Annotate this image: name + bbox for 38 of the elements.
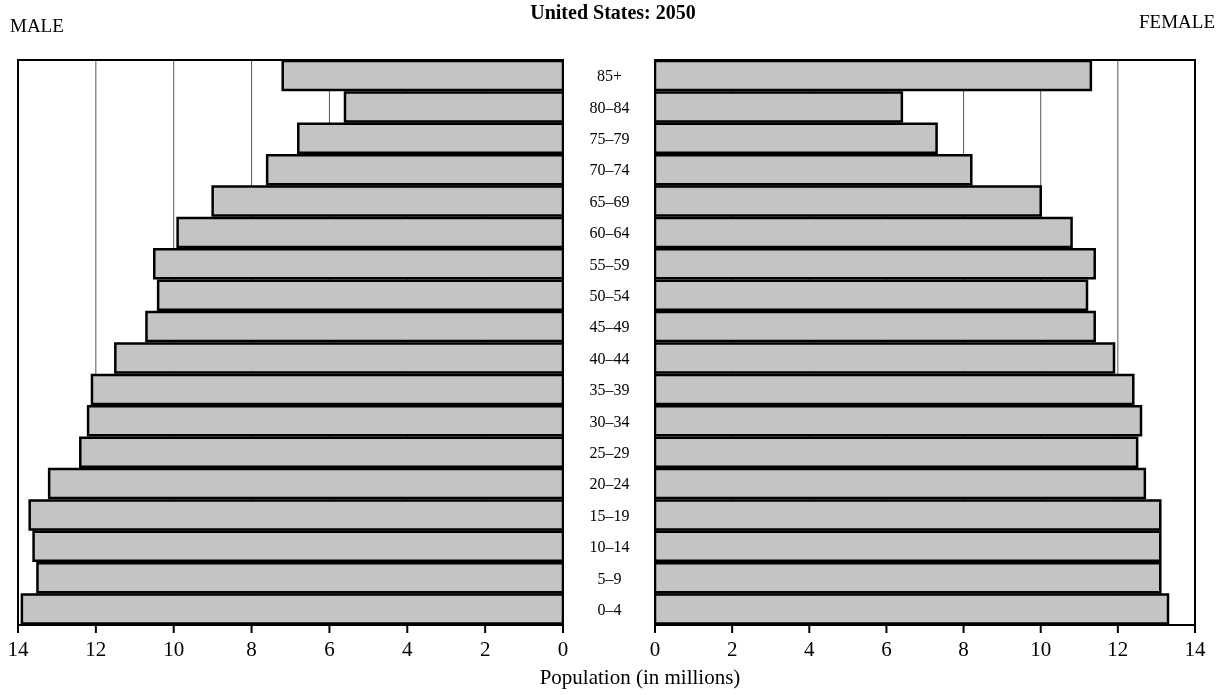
y-tick-label: 40–44	[589, 349, 630, 367]
text: United States: 2050	[530, 1, 696, 23]
x-tick-label: 12	[1107, 636, 1129, 661]
x-tick-label: 8	[246, 636, 257, 661]
y-tick-label: 20–24	[589, 475, 630, 493]
x-tick-label: 4	[804, 636, 816, 661]
y-tick-label: 45–49	[589, 318, 630, 336]
y-tick-label: 75–79	[589, 130, 630, 148]
x-axis-title: Population (in millions)	[538, 664, 742, 690]
x-tick-label: 14	[7, 636, 29, 661]
x-tick-label: 14	[1184, 636, 1206, 661]
x-tick-label: 8	[958, 636, 969, 661]
y-tick-label: 85+	[596, 67, 623, 85]
text: FEMALE	[1139, 10, 1215, 34]
y-tick-label: 55–59	[589, 255, 630, 273]
x-tick-label: 2	[726, 636, 738, 661]
x-tick-label: 6	[324, 636, 335, 661]
x-tick-label: 12	[85, 636, 107, 661]
y-tick-label: 0–4	[597, 600, 622, 618]
y-tick-label: 30–34	[589, 412, 630, 430]
y-tick-label: 50–54	[589, 287, 630, 305]
y-tick-label: 65–69	[589, 192, 630, 210]
y-tick-label: 60–64	[589, 224, 630, 242]
x-tick-label: 4	[402, 636, 414, 661]
text: MALE	[10, 14, 64, 38]
x-tick-label: 0	[557, 636, 569, 661]
y-tick-label: 70–74	[589, 161, 630, 179]
x-tick-label: 10	[163, 636, 185, 661]
y-tick-label: 10–14	[589, 538, 630, 556]
y-tick-label: 15–19	[589, 506, 630, 524]
y-tick-label: 5–9	[597, 569, 622, 587]
x-tick-label: 0	[649, 636, 661, 661]
x-tick-label: 10	[1030, 636, 1052, 661]
x-tick-label: 6	[881, 636, 892, 661]
y-tick-label: 35–39	[589, 381, 630, 399]
y-tick-label: 25–29	[589, 443, 630, 461]
y-tick-label: 80–84	[589, 98, 630, 116]
x-tick-label: 2	[479, 636, 491, 661]
